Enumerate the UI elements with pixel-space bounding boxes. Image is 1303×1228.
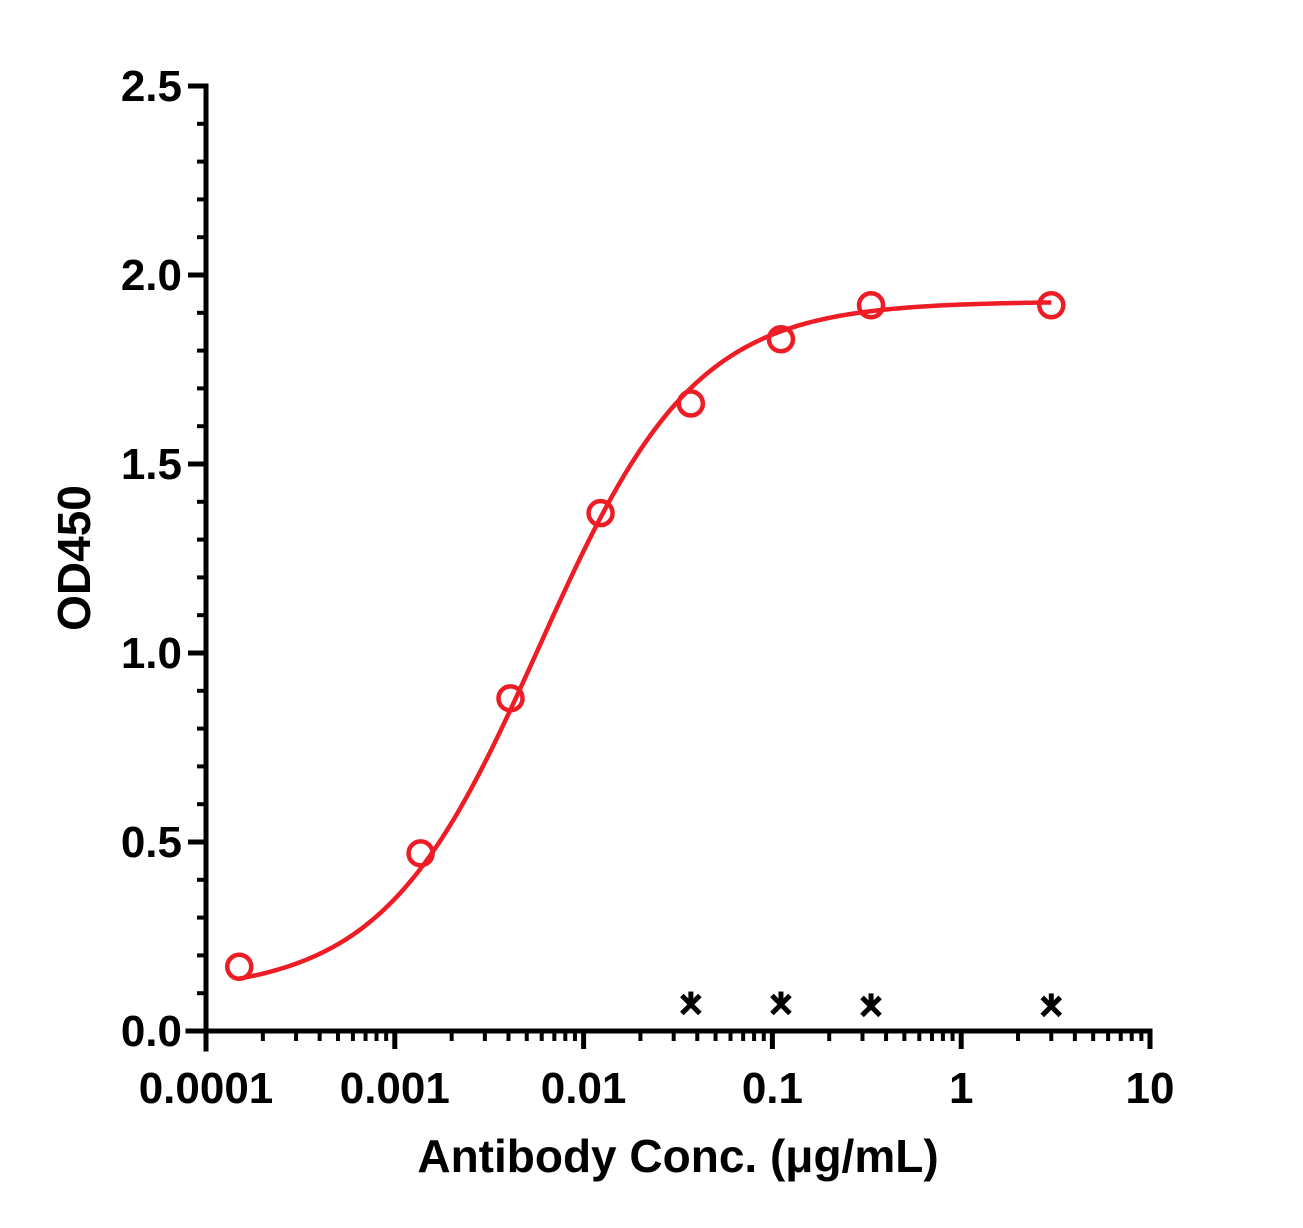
data-point-x-star — [860, 993, 882, 1018]
y-tick-label: 0.5 — [121, 818, 182, 867]
data-point-x-star — [770, 991, 792, 1016]
curve-layer — [238, 300, 1052, 981]
y-tick-label: 1.0 — [121, 629, 182, 678]
y-tick-label: 0.0 — [121, 1007, 182, 1056]
y-tick-label: 2.0 — [121, 251, 182, 300]
data-point-circle — [766, 325, 796, 354]
data-point-circle — [676, 389, 706, 418]
x-tick-label: 10 — [1126, 1064, 1175, 1113]
data-point-circle — [406, 839, 435, 868]
x-tick-label: 0.01 — [541, 1064, 627, 1113]
points-layer — [224, 290, 1066, 1018]
y-axis-title: OD450 — [48, 485, 100, 631]
data-point-circle — [224, 952, 254, 981]
x-tick-label: 1 — [949, 1064, 973, 1113]
data-point-circle — [1037, 290, 1066, 320]
axes-layer: 0.0 0.5 1.0 1.5 2.0 2.5 0.0001 0.001 0.01 0.1 1 10 — [121, 62, 1175, 1113]
x-tick-label: 0.1 — [742, 1064, 803, 1113]
data-point-x-star — [1040, 993, 1063, 1018]
y-tick-label: 1.5 — [121, 440, 182, 489]
data-point-x-star — [680, 991, 702, 1016]
x-tick-label: 0.0001 — [139, 1064, 274, 1113]
labels-layer: Antibody Conc. (μg/mL) OD450 — [48, 485, 939, 1182]
x-tick-label: 0.001 — [340, 1064, 450, 1113]
data-point-circle — [496, 684, 525, 713]
y-tick-label: 2.5 — [121, 62, 182, 111]
x-axis-title: Antibody Conc. (μg/mL) — [417, 1130, 938, 1182]
fit-curve — [238, 300, 1052, 981]
data-point-circle — [856, 290, 886, 320]
data-point-circle — [586, 498, 615, 528]
